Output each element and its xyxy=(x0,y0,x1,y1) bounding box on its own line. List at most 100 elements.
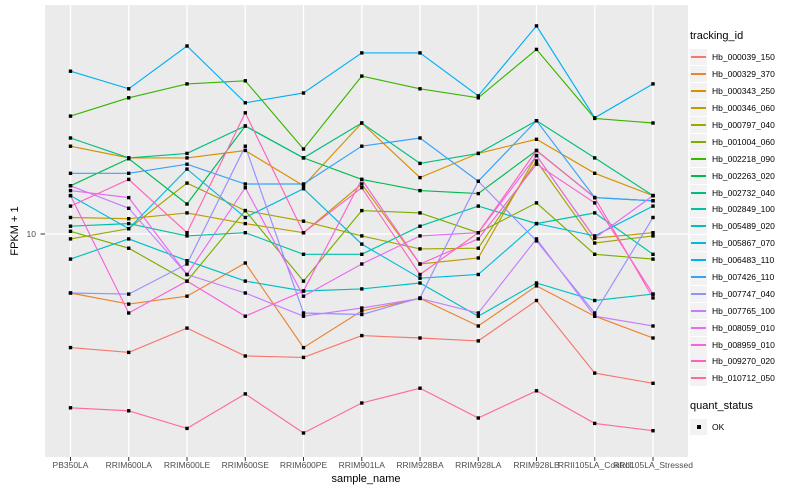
legend-item: Hb_007765_100 xyxy=(690,302,800,319)
data-point xyxy=(534,284,539,288)
data-point xyxy=(534,148,539,153)
x-tick-label: RRIM928LB xyxy=(513,460,560,470)
data-point xyxy=(68,204,73,208)
data-point xyxy=(127,156,131,160)
legend-title-quant-status: quant_status xyxy=(690,400,753,412)
data-point xyxy=(476,96,480,100)
data-point xyxy=(243,111,247,115)
data-point xyxy=(476,94,480,98)
data-point xyxy=(68,136,73,140)
data-point xyxy=(593,116,597,120)
data-point xyxy=(360,234,364,238)
data-point xyxy=(185,167,189,171)
data-point xyxy=(127,302,131,306)
legend-key-line-icon xyxy=(690,302,707,319)
data-point xyxy=(651,292,655,296)
data-point xyxy=(301,345,306,350)
data-point xyxy=(68,229,73,233)
legend-item-label: Hb_002218_090 xyxy=(712,153,775,164)
data-point xyxy=(185,202,189,206)
legend-key-line-icon xyxy=(690,269,707,286)
legend-item-label: Hb_010712_050 xyxy=(712,373,775,384)
data-point xyxy=(534,239,539,243)
legend-item: Hb_007747_040 xyxy=(690,285,800,302)
data-point xyxy=(185,426,189,431)
legend-item: Hb_005867_070 xyxy=(690,235,800,252)
legend-key-line-icon xyxy=(690,167,707,184)
data-point xyxy=(360,74,364,78)
data-point xyxy=(534,159,539,163)
data-point xyxy=(185,44,189,48)
data-point xyxy=(651,336,655,340)
data-point xyxy=(418,296,422,301)
data-point xyxy=(301,91,306,95)
legend-item-label: Hb_007765_100 xyxy=(712,305,775,316)
data-point xyxy=(68,171,73,175)
data-point xyxy=(651,193,655,198)
legend-item: Hb_000039_150 xyxy=(690,49,800,66)
data-point xyxy=(301,156,306,160)
legend-key-line-icon xyxy=(690,235,707,252)
data-point xyxy=(127,227,131,231)
legend-item: Hb_007426_110 xyxy=(690,269,800,286)
legend-item-label: Hb_000343_250 xyxy=(712,86,775,97)
legend-item: Hb_008959_010 xyxy=(690,336,800,353)
data-point xyxy=(127,292,131,296)
black-square-point-icon xyxy=(690,419,707,436)
data-point xyxy=(593,234,597,238)
data-point xyxy=(534,47,539,52)
data-point xyxy=(360,186,364,190)
data-point xyxy=(476,151,480,156)
data-point xyxy=(360,121,364,125)
data-point xyxy=(360,306,364,310)
legend-item-label: Hb_000797_040 xyxy=(712,120,775,130)
data-point xyxy=(185,279,189,283)
data-point xyxy=(593,298,597,303)
data-point xyxy=(243,392,247,396)
data-point xyxy=(651,296,655,300)
data-point xyxy=(127,409,131,413)
data-point xyxy=(651,121,655,125)
legend-key-line-icon xyxy=(690,218,707,235)
data-point xyxy=(534,162,539,166)
data-point xyxy=(185,181,189,185)
legend-key-line-icon xyxy=(690,49,707,66)
data-point xyxy=(68,291,73,295)
data-point xyxy=(243,261,247,265)
data-point xyxy=(68,114,73,118)
data-point xyxy=(301,311,306,315)
data-point xyxy=(243,186,247,190)
data-point xyxy=(651,215,655,220)
legend-item: Hb_010712_050 xyxy=(690,370,800,387)
legend-key-line-icon xyxy=(690,336,707,353)
data-point xyxy=(418,234,422,238)
legend-item: Hb_001004_060 xyxy=(690,133,800,150)
data-point xyxy=(418,272,422,277)
data-point xyxy=(476,246,480,250)
data-point xyxy=(185,231,189,235)
data-point xyxy=(418,51,422,55)
legend-item: Hb_002218_090 xyxy=(690,150,800,167)
data-point xyxy=(593,252,597,256)
data-point xyxy=(651,82,655,86)
data-point xyxy=(68,69,73,73)
data-point xyxy=(68,188,73,193)
data-point xyxy=(185,262,189,266)
legend-key-line-icon xyxy=(690,100,707,117)
legend-item: Hb_000343_250 xyxy=(690,83,800,100)
legend-key-line-icon xyxy=(690,285,707,302)
legend-item-label: Hb_006483_110 xyxy=(712,255,775,266)
y-tick-label-10: 10 xyxy=(26,229,36,239)
x-tick-label: RRIM600SE xyxy=(221,460,269,470)
data-point xyxy=(360,401,364,405)
legend-key-line-icon xyxy=(690,370,707,387)
data-point xyxy=(360,287,364,291)
data-point xyxy=(243,79,247,83)
legend-key-line-icon xyxy=(690,133,707,150)
data-point xyxy=(651,199,655,203)
data-point xyxy=(243,144,247,148)
legend-key-line-icon xyxy=(690,150,707,167)
legend-item-label: Hb_008959_010 xyxy=(712,339,775,350)
data-point xyxy=(68,184,73,188)
